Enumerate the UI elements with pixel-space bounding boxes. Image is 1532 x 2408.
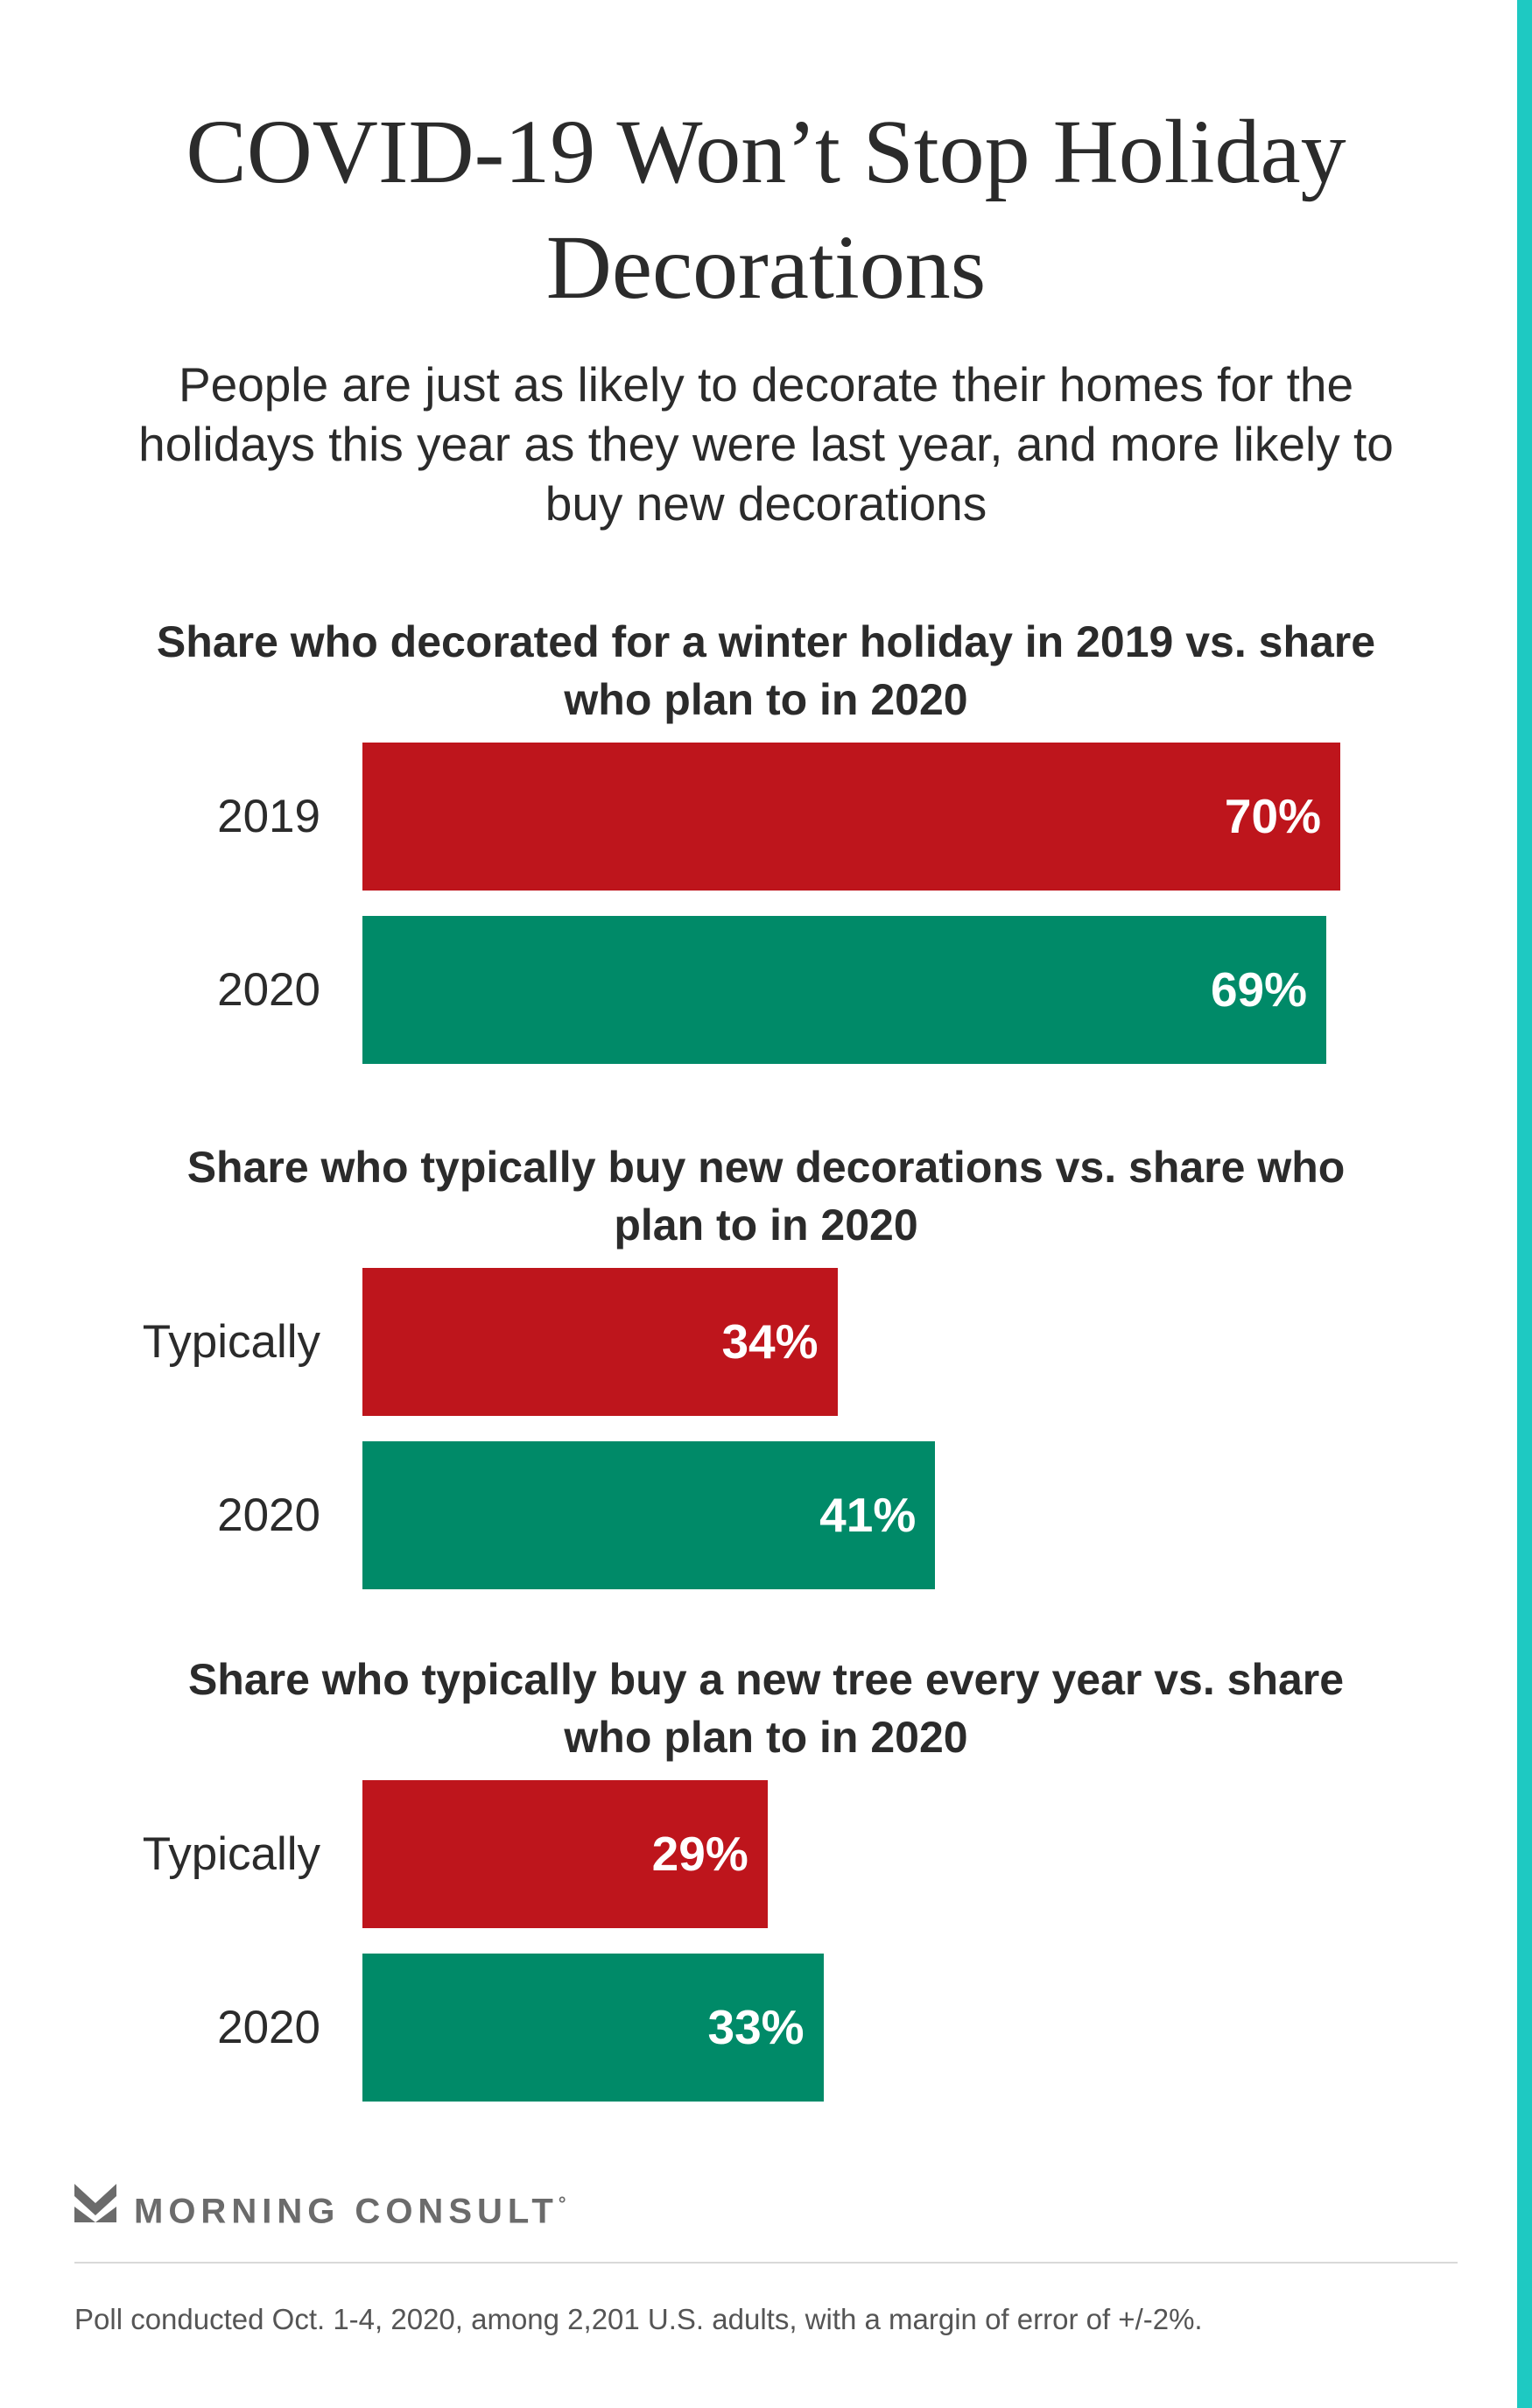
bar-row: 2020 41% <box>0 1441 1532 1589</box>
panel-title: Share who typically buy new decorations … <box>186 1143 1346 1250</box>
data-label: 29% <box>651 1827 748 1881</box>
data-label: 69% <box>1210 962 1308 1017</box>
panel-title: Share who decorated for a winter holiday… <box>156 617 1376 724</box>
accent-strip <box>1517 0 1532 2408</box>
bar-row: Typically 29% <box>0 1780 1532 1928</box>
bar-row: 2020 33% <box>0 1954 1532 2102</box>
brand-mark: ° <box>558 2193 566 2214</box>
morning-consult-logo-icon <box>74 2184 116 2222</box>
bar-row: Typically 34% <box>0 1268 1532 1416</box>
data-label: 33% <box>707 2000 805 2054</box>
data-label: 70% <box>1224 789 1321 843</box>
bar-row: 2020 69% <box>0 916 1532 1064</box>
category-label: Typically <box>142 1828 320 1880</box>
bar: 70% <box>362 743 1340 891</box>
chart-subtitle: People are just as likely to decorate th… <box>138 357 1394 531</box>
bar: 41% <box>362 1441 936 1589</box>
category-label: Typically <box>142 1316 320 1368</box>
chart-title: COVID-19 Won’t Stop Holiday Decorations <box>186 102 1346 318</box>
category-label: 2019 <box>217 791 320 842</box>
bar-row: 2019 70% <box>0 743 1532 891</box>
bar: 33% <box>362 1954 824 2102</box>
category-label: 2020 <box>217 1489 320 1541</box>
bar: 34% <box>362 1268 838 1416</box>
data-label: 34% <box>721 1314 819 1369</box>
category-label: 2020 <box>217 964 320 1016</box>
category-label: 2020 <box>217 2002 320 2053</box>
bar: 69% <box>362 916 1327 1064</box>
data-label: 41% <box>819 1488 917 1542</box>
footer-divider <box>74 2262 1458 2264</box>
panel-title: Share who typically buy a new tree every… <box>187 1655 1345 1762</box>
bar: 29% <box>362 1780 768 1928</box>
brand-name: MORNING CONSULT° <box>134 2192 566 2231</box>
footnote: Poll conducted Oct. 1-4, 2020, among 2,2… <box>74 2303 1203 2335</box>
